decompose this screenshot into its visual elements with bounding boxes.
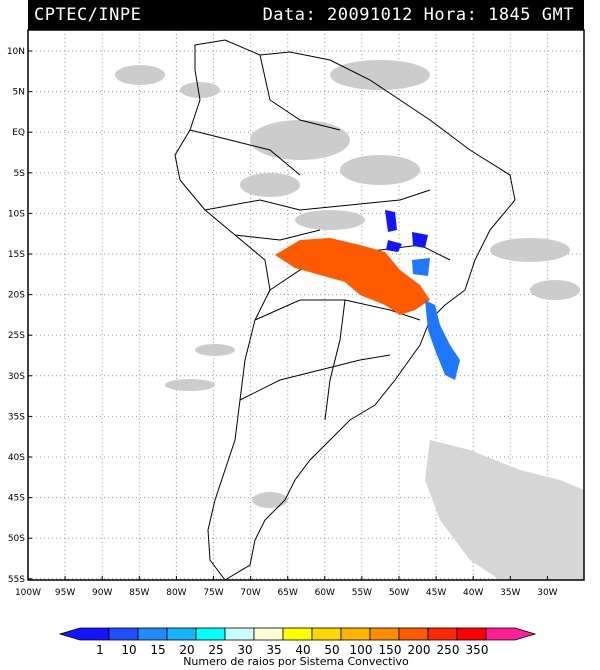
- central-brazil-orange-system: [275, 238, 430, 315]
- date-value: 20091012: [327, 5, 413, 25]
- legend-value: 10: [121, 643, 136, 657]
- lon-label: 55W: [352, 588, 372, 598]
- lon-label: 90W: [92, 588, 112, 598]
- legend-swatch: [224, 627, 255, 641]
- legend-swatch: [456, 627, 487, 641]
- legend-swatch: [166, 627, 197, 641]
- lat-label: 45S: [8, 494, 25, 504]
- time-label: Hora:: [423, 5, 478, 25]
- grid-lines: [27, 30, 584, 580]
- map-frame: [27, 29, 585, 581]
- lat-label: 5N: [13, 88, 25, 98]
- legend-swatch: [58, 627, 110, 641]
- lat-label: 35S: [8, 412, 25, 422]
- legend-color-bar: [58, 627, 537, 641]
- legend-swatch: [485, 627, 537, 641]
- legend-swatch: [137, 627, 168, 641]
- latitude-labels: 10N 5N EQ 5S 10S 15S 20S 25S 30S 35S 40S 45S 50S 55S: [7, 47, 32, 585]
- lat-label: 15S: [8, 250, 25, 260]
- lon-label: 95W: [55, 588, 75, 598]
- lon-label: 65W: [278, 588, 298, 598]
- convective-systems: [275, 210, 460, 380]
- north-blue-system: [385, 210, 397, 232]
- lon-label: 30W: [537, 588, 557, 598]
- lon-label: 100W: [15, 588, 41, 598]
- satellite-lightning-map: 10N5NEQ5S10S15S20S25S30S35S40S45S50S55S …: [7, 29, 585, 598]
- lat-label: 55S: [8, 575, 25, 585]
- lat-label: 40S: [8, 453, 25, 463]
- title-bar: CPTEC/INPE Data: 20091012 Hora: 1845 GMT: [28, 0, 584, 30]
- lat-label: 10S: [8, 209, 25, 219]
- ocean-cloud-shield: [425, 440, 584, 580]
- legend-value: 20: [179, 643, 194, 657]
- lat-label: 5S: [14, 169, 26, 179]
- legend-swatch: [195, 627, 226, 641]
- legend-value: 350: [466, 643, 489, 657]
- legend-swatch: [340, 627, 371, 641]
- lon-label: 80W: [166, 588, 186, 598]
- lat-label: EQ: [12, 128, 25, 138]
- legend-swatch: [311, 627, 342, 641]
- lon-label: 85W: [129, 588, 149, 598]
- north-blue-system: [412, 232, 428, 248]
- north-blue-system: [412, 258, 430, 276]
- lon-label: 35W: [500, 588, 520, 598]
- legend-value: 150: [379, 643, 402, 657]
- cloud-cover: [115, 60, 580, 508]
- lon-label: 40W: [463, 588, 483, 598]
- organization-label: CPTEC/INPE: [34, 5, 142, 25]
- legend-value: 25: [208, 643, 223, 657]
- lat-label: 50S: [8, 534, 25, 544]
- legend-value: 250: [437, 643, 460, 657]
- lat-label: 10N: [7, 47, 25, 57]
- southeast-blue-system: [425, 300, 460, 380]
- lat-label: 20S: [8, 291, 25, 301]
- legend-value: 100: [350, 643, 373, 657]
- date-label: Data:: [262, 5, 317, 25]
- lon-label: 50W: [389, 588, 409, 598]
- legend-swatch: [369, 627, 400, 641]
- legend-value: 30: [237, 643, 252, 657]
- datetime-label: Data: 20091012 Hora: 1845 GMT: [263, 5, 574, 25]
- legend-swatch: [282, 627, 313, 641]
- legend-value: 35: [266, 643, 281, 657]
- longitude-labels: 100W 95W 90W 85W 80W 75W 70W 65W 60W 55W 50W 45W 40W…: [15, 576, 558, 598]
- legend-value: 40: [295, 643, 310, 657]
- time-value: 1845: [488, 5, 532, 25]
- lon-label: 60W: [315, 588, 335, 598]
- legend-swatch: [108, 627, 139, 641]
- north-blue-system: [386, 240, 402, 252]
- lon-label: 45W: [426, 588, 446, 598]
- legend-value-labels: 1 10 15 20 25 30 35 40 50 100 150 200 250 350: [96, 643, 488, 657]
- lat-label: 25S: [8, 331, 25, 341]
- legend-value: 200: [408, 643, 431, 657]
- legend-value: 1: [96, 643, 104, 657]
- lat-label: 30S: [8, 372, 25, 382]
- lon-label: 70W: [240, 588, 260, 598]
- legend-swatch: [398, 627, 429, 641]
- legend-swatch: [253, 627, 284, 641]
- legend-caption: Numero de raios por Sistema Convectivo: [183, 655, 409, 668]
- legend-swatch: [427, 627, 458, 641]
- legend-value: 50: [324, 643, 339, 657]
- lon-label: 75W: [203, 588, 223, 598]
- legend-value: 15: [150, 643, 165, 657]
- lightning-count-legend: 1 10 15 20 25 30 35 40 50 100 150 200 250 350 Numero …: [58, 627, 537, 668]
- time-zone: GMT: [541, 5, 574, 25]
